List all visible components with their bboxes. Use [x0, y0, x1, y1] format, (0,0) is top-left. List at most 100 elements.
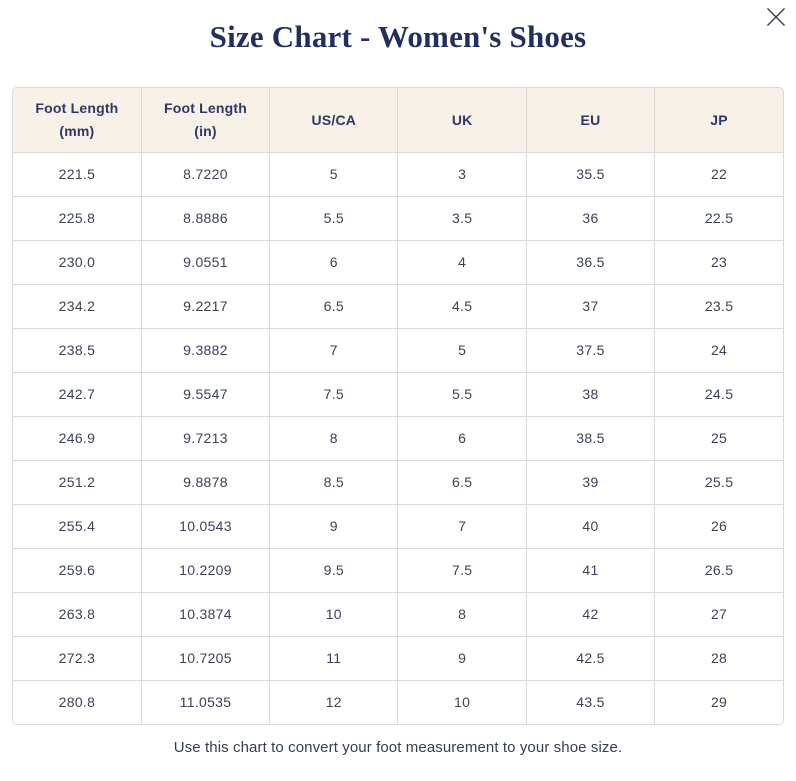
table-cell: 272.3	[13, 636, 142, 681]
table-row: 272.3 10.7205 11 9 42.5 28	[13, 636, 783, 681]
close-icon	[767, 8, 785, 26]
table-cell: 10	[269, 592, 399, 637]
table-cell: 25.5	[654, 460, 783, 505]
table-cell: 7.5	[269, 372, 399, 417]
table-cell: 35.5	[526, 152, 656, 197]
table-cell: 37	[526, 284, 656, 329]
table-cell: 6	[269, 240, 399, 285]
table-cell: 9.8878	[141, 460, 271, 505]
column-header: Foot Length (in)	[141, 88, 271, 153]
table-row: 251.2 9.8878 8.5 6.5 39 25.5	[13, 460, 783, 505]
table-cell: 8.7220	[141, 152, 271, 197]
table-cell: 37.5	[526, 328, 656, 373]
table-cell: 39	[526, 460, 656, 505]
table-cell: 8	[397, 592, 527, 637]
table-cell: 6.5	[397, 460, 527, 505]
table-cell: 22	[654, 152, 783, 197]
table-cell: 11	[269, 636, 399, 681]
table-cell: 36	[526, 196, 656, 241]
table-header-row: Foot Length (mm) Foot Length (in) US/CA UK EU J…	[13, 88, 783, 153]
table-cell: 221.5	[13, 152, 142, 197]
table-row: 280.8 11.0535 12 10 43.5 29	[13, 680, 783, 724]
table-cell: 41	[526, 548, 656, 593]
column-header: US/CA	[269, 88, 399, 153]
table-cell: 11.0535	[141, 680, 271, 724]
table-cell: 26	[654, 504, 783, 549]
table-cell: 5	[269, 152, 399, 197]
column-header: JP	[654, 88, 783, 153]
table-cell: 7.5	[397, 548, 527, 593]
table-cell: 280.8	[13, 680, 142, 724]
table-cell: 23.5	[654, 284, 783, 329]
table-cell: 28	[654, 636, 783, 681]
table-cell: 10	[397, 680, 527, 724]
table-cell: 36.5	[526, 240, 656, 285]
table-cell: 24.5	[654, 372, 783, 417]
table-cell: 263.8	[13, 592, 142, 637]
table-cell: 4.5	[397, 284, 527, 329]
column-header: UK	[397, 88, 527, 153]
table-cell: 225.8	[13, 196, 142, 241]
table-cell: 12	[269, 680, 399, 724]
table-cell: 5.5	[397, 372, 527, 417]
table-row: 234.2 9.2217 6.5 4.5 37 23.5	[13, 284, 783, 329]
table-row: 255.4 10.0543 9 7 40 26	[13, 504, 783, 549]
table-cell: 7	[397, 504, 527, 549]
table-cell: 9.3882	[141, 328, 271, 373]
table-cell: 230.0	[13, 240, 142, 285]
column-header: EU	[526, 88, 656, 153]
column-header: Foot Length (mm)	[13, 88, 142, 153]
table-cell: 7	[269, 328, 399, 373]
table-cell: 10.7205	[141, 636, 271, 681]
table-cell: 27	[654, 592, 783, 637]
table-cell: 246.9	[13, 416, 142, 461]
table-cell: 9.0551	[141, 240, 271, 285]
table-cell: 8.5	[269, 460, 399, 505]
table-cell: 238.5	[13, 328, 142, 373]
table-cell: 9.7213	[141, 416, 271, 461]
table-cell: 255.4	[13, 504, 142, 549]
table-cell: 6	[397, 416, 527, 461]
table-cell: 43.5	[526, 680, 656, 724]
table-cell: 5.5	[269, 196, 399, 241]
table-cell: 42	[526, 592, 656, 637]
table-cell: 38.5	[526, 416, 656, 461]
table-cell: 9	[269, 504, 399, 549]
table-cell: 29	[654, 680, 783, 724]
table-cell: 9.5	[269, 548, 399, 593]
table-cell: 9.2217	[141, 284, 271, 329]
table-cell: 234.2	[13, 284, 142, 329]
table-cell: 10.3874	[141, 592, 271, 637]
table-body: 221.5 8.7220 5 3 35.5 22 225.8 8.8886 5.5 3.5 36 22…	[13, 152, 783, 724]
table-cell: 42.5	[526, 636, 656, 681]
table-row: 225.8 8.8886 5.5 3.5 36 22.5	[13, 196, 783, 241]
close-button[interactable]	[761, 2, 791, 32]
table-row: 230.0 9.0551 6 4 36.5 23	[13, 240, 783, 285]
table-row: 242.7 9.5547 7.5 5.5 38 24.5	[13, 372, 783, 417]
table-cell: 5	[397, 328, 527, 373]
size-chart-table: Foot Length (mm) Foot Length (in) US/CA UK EU J…	[12, 87, 784, 725]
table-cell: 23	[654, 240, 783, 285]
table-row: 221.5 8.7220 5 3 35.5 22	[13, 152, 783, 197]
table-cell: 10.2209	[141, 548, 271, 593]
table-row: 259.6 10.2209 9.5 7.5 41 26.5	[13, 548, 783, 593]
table-cell: 6.5	[269, 284, 399, 329]
table-cell: 251.2	[13, 460, 142, 505]
table-cell: 4	[397, 240, 527, 285]
table-cell: 242.7	[13, 372, 142, 417]
table-cell: 9	[397, 636, 527, 681]
table-row: 263.8 10.3874 10 8 42 27	[13, 592, 783, 637]
footer-note: Use this chart to convert your foot meas…	[173, 739, 623, 756]
table-row: 238.5 9.3882 7 5 37.5 24	[13, 328, 783, 373]
table-cell: 8.8886	[141, 196, 271, 241]
table-cell: 259.6	[13, 548, 142, 593]
table-cell: 10.0543	[141, 504, 271, 549]
table-cell: 22.5	[654, 196, 783, 241]
table-cell: 3	[397, 152, 527, 197]
table-cell: 3.5	[397, 196, 527, 241]
table-cell: 26.5	[654, 548, 783, 593]
table-header: Foot Length (mm) Foot Length (in) US/CA UK EU J…	[13, 88, 783, 153]
dialog-title: Size Chart - Women's Shoes	[209, 19, 587, 54]
table-cell: 38	[526, 372, 656, 417]
